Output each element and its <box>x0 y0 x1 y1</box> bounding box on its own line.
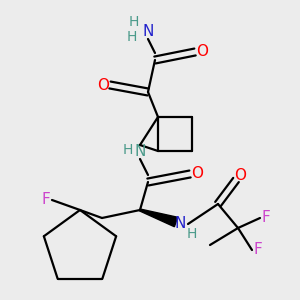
Text: O: O <box>97 77 109 92</box>
Polygon shape <box>140 209 178 227</box>
Text: F: F <box>42 193 50 208</box>
Text: F: F <box>254 242 262 257</box>
Text: O: O <box>234 169 246 184</box>
Text: F: F <box>262 211 270 226</box>
Text: N: N <box>142 25 154 40</box>
Text: N: N <box>134 145 146 160</box>
Text: H: H <box>187 227 197 241</box>
Text: N: N <box>174 217 186 232</box>
Text: H: H <box>127 30 137 44</box>
Text: H: H <box>129 15 139 29</box>
Text: H: H <box>123 143 133 157</box>
Text: O: O <box>191 167 203 182</box>
Text: O: O <box>196 44 208 59</box>
